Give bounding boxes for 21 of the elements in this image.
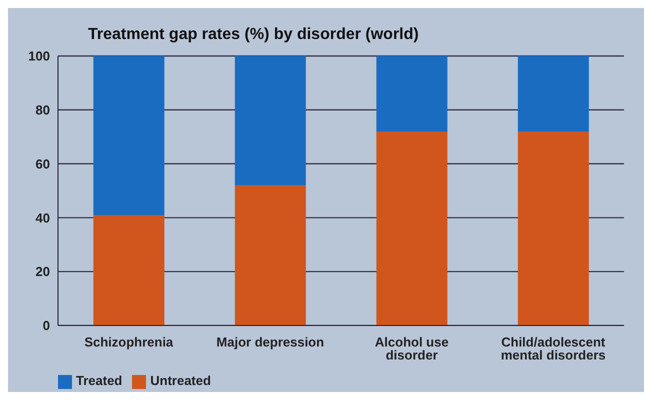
x-tick-label: Major depression [216, 334, 324, 350]
bar [93, 214, 164, 326]
chart-title: Treatment gap rates (%) by disorder (world) [87, 25, 420, 44]
legend-label: Untreated [150, 373, 211, 388]
bar [518, 131, 589, 326]
y-tick-label: 40 [36, 210, 50, 226]
x-tick-label: Alcohol use disorder [374, 334, 449, 363]
bar [376, 56, 448, 132]
legend-label: Treated [76, 373, 122, 388]
x-tick-label: Child/adolescent mental disorders [500, 334, 606, 363]
bar [376, 131, 448, 326]
bar [234, 56, 306, 186]
y-tick-label: 80 [36, 102, 50, 118]
bar [93, 56, 164, 215]
bar [234, 185, 306, 326]
x-tick-label: Schizophrenia [84, 334, 174, 350]
bar [518, 56, 589, 132]
y-tick-label: 20 [36, 264, 50, 280]
y-tick-label: 60 [36, 156, 50, 172]
y-tick-label: 0 [42, 318, 50, 334]
y-tick-label: 100 [28, 48, 50, 64]
